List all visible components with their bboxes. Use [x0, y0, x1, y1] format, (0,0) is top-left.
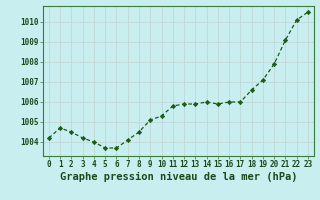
- X-axis label: Graphe pression niveau de la mer (hPa): Graphe pression niveau de la mer (hPa): [60, 172, 297, 182]
